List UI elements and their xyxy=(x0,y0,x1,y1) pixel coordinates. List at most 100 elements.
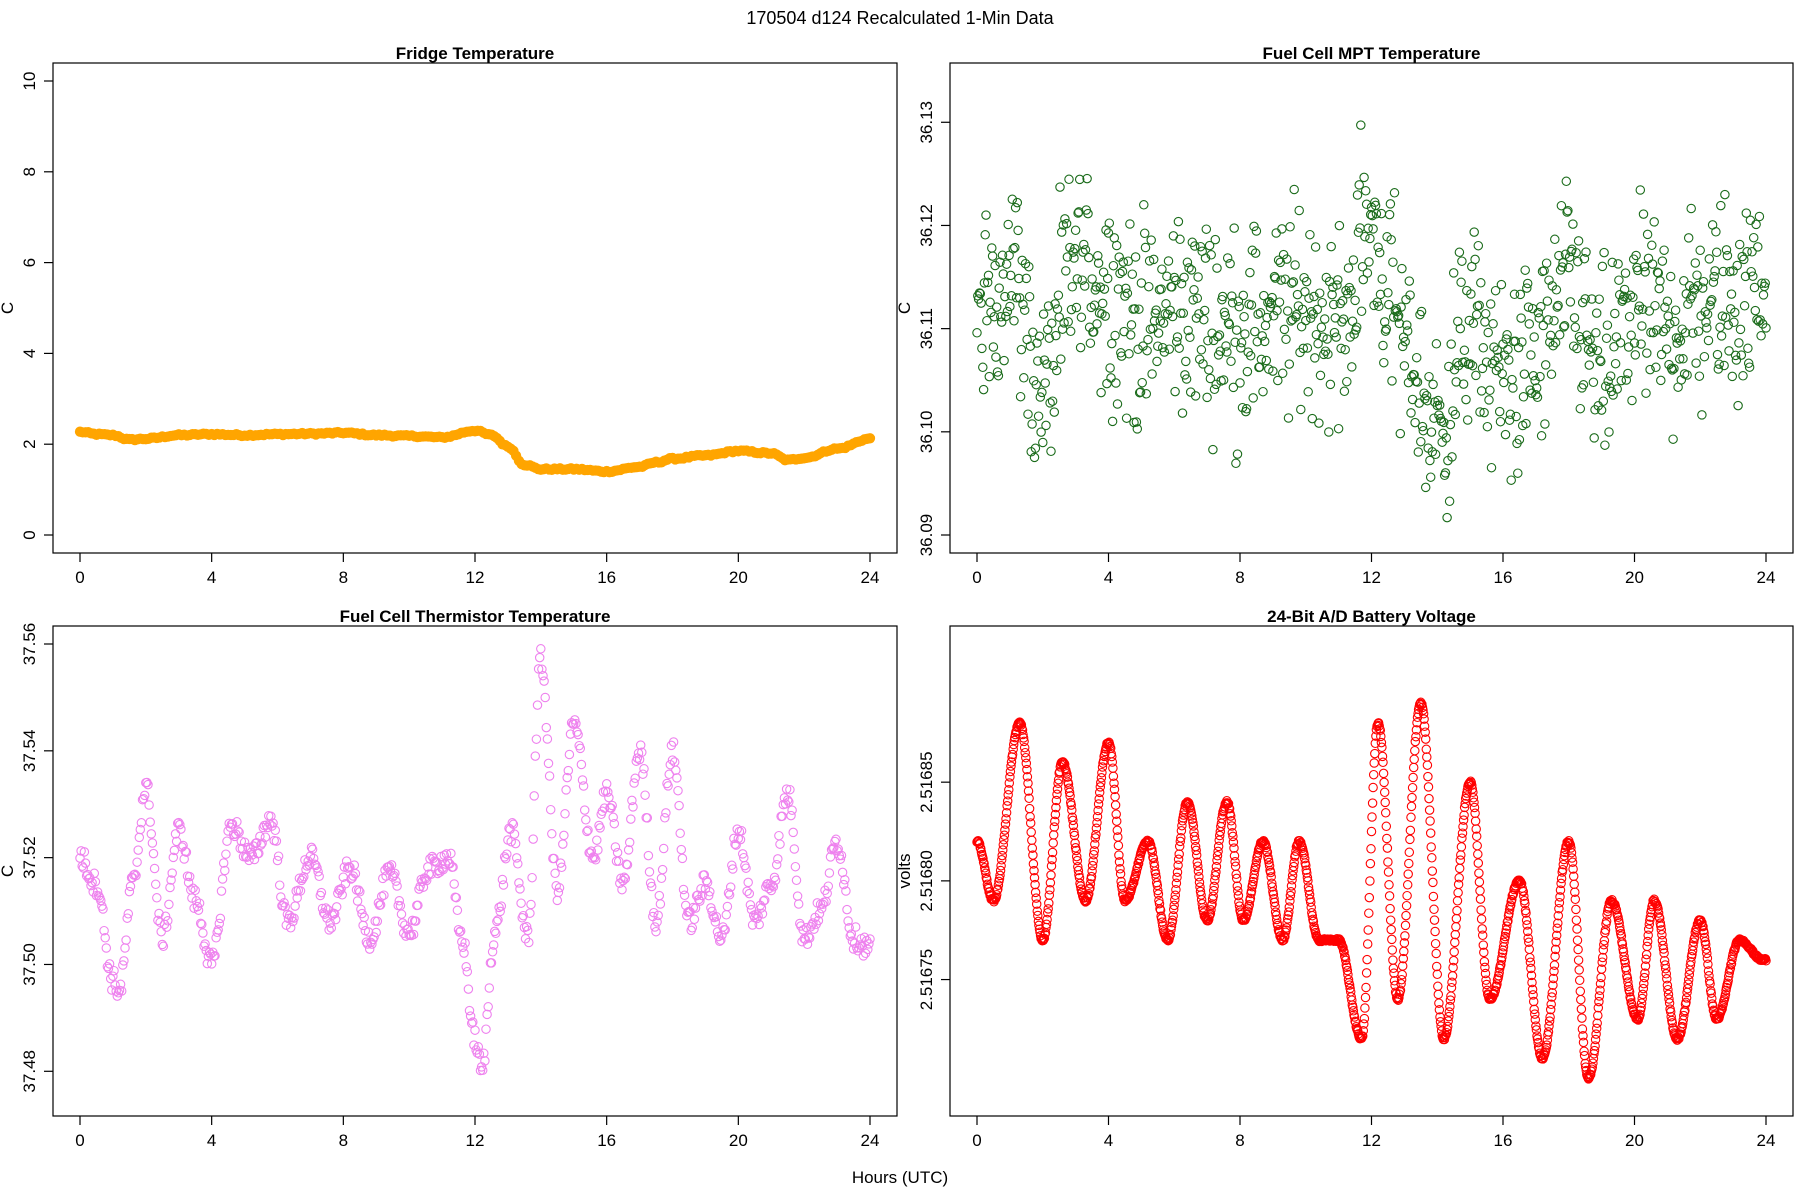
data-point xyxy=(1025,818,1036,828)
data-point xyxy=(588,852,599,862)
data-point xyxy=(166,875,176,885)
data-point xyxy=(1056,227,1067,237)
data-point xyxy=(701,875,712,886)
data-point xyxy=(1734,239,1745,250)
data-point xyxy=(1385,199,1396,209)
data-point xyxy=(1084,252,1094,263)
data-point xyxy=(1619,284,1630,295)
data-point xyxy=(1540,360,1551,370)
data-point xyxy=(1337,317,1347,327)
data-point xyxy=(130,869,140,880)
y-tick-label: 0 xyxy=(20,530,39,539)
data-point xyxy=(1034,331,1045,342)
data-point xyxy=(389,870,399,881)
data-point xyxy=(1652,267,1663,278)
data-point xyxy=(1424,371,1434,382)
data-point xyxy=(150,879,161,890)
data-point xyxy=(1342,376,1352,387)
data-point xyxy=(1385,903,1395,914)
data-point xyxy=(1440,468,1451,478)
data-point xyxy=(1137,377,1147,388)
data-point xyxy=(1599,247,1609,258)
data-point xyxy=(1377,274,1387,284)
data-point xyxy=(1372,297,1383,307)
data-point xyxy=(1751,219,1761,230)
data-point xyxy=(747,920,758,930)
data-point xyxy=(1111,378,1121,388)
data-point xyxy=(116,986,127,996)
data-point xyxy=(1528,371,1539,381)
data-point xyxy=(1179,272,1189,283)
data-point xyxy=(549,853,559,864)
data-point xyxy=(165,882,175,893)
data-point xyxy=(98,904,108,914)
data-point xyxy=(1190,241,1200,251)
data-point xyxy=(1067,282,1078,292)
data-point xyxy=(1247,245,1258,256)
data-point xyxy=(1731,355,1742,365)
y-tick-label: 37.52 xyxy=(20,836,39,879)
data-point xyxy=(608,812,618,823)
data-point xyxy=(1424,793,1434,804)
data-point xyxy=(1412,377,1423,387)
data-point xyxy=(1385,915,1396,925)
data-point xyxy=(1450,409,1461,420)
data-point xyxy=(1680,328,1691,338)
data-point xyxy=(1088,327,1099,337)
data-point xyxy=(1020,258,1031,269)
data-point xyxy=(480,1056,490,1066)
data-point xyxy=(1400,336,1410,347)
data-point xyxy=(210,951,220,961)
data-point xyxy=(1106,373,1116,383)
x-tick-label: 16 xyxy=(1494,1131,1513,1150)
data-point xyxy=(1050,299,1060,309)
data-point xyxy=(142,777,152,788)
data-point xyxy=(728,864,738,874)
data-point xyxy=(653,910,663,921)
data-point xyxy=(384,861,395,871)
data-point xyxy=(132,857,142,867)
data-point xyxy=(1744,362,1755,372)
data-point xyxy=(1260,320,1271,331)
data-point xyxy=(1120,291,1130,301)
data-point xyxy=(773,854,783,864)
x-tick-label: 8 xyxy=(1235,1131,1244,1150)
data-point xyxy=(1310,242,1321,252)
data-point xyxy=(1379,787,1390,798)
data-point xyxy=(1234,301,1244,312)
data-point xyxy=(657,864,668,875)
data-point xyxy=(391,876,401,886)
data-point xyxy=(1356,306,1367,317)
data-point xyxy=(1417,421,1428,432)
data-point xyxy=(1176,278,1187,289)
data-point xyxy=(974,288,985,298)
data-point xyxy=(1572,935,1583,946)
data-point xyxy=(1134,387,1145,398)
data-point xyxy=(1706,296,1716,307)
data-point xyxy=(473,1042,484,1052)
data-point xyxy=(1342,289,1353,299)
data-point xyxy=(1754,211,1765,222)
data-point xyxy=(1578,380,1589,390)
data-point xyxy=(1367,812,1377,822)
data-point xyxy=(90,876,101,887)
data-point xyxy=(270,825,281,836)
data-point xyxy=(1378,340,1388,351)
data-point xyxy=(1635,185,1646,195)
data-point xyxy=(1331,332,1341,342)
data-point xyxy=(1387,376,1397,386)
data-point xyxy=(1575,403,1586,414)
data-point xyxy=(1246,300,1257,310)
data-point xyxy=(484,983,495,993)
data-point xyxy=(157,939,168,950)
data-point xyxy=(405,929,416,940)
data-point xyxy=(1300,287,1310,297)
data-point xyxy=(161,922,172,932)
data-point xyxy=(1143,334,1153,345)
data-point xyxy=(1595,355,1605,365)
data-point xyxy=(1636,339,1646,349)
data-point xyxy=(1453,887,1463,898)
data-point xyxy=(1743,343,1753,354)
data-point xyxy=(256,840,266,850)
data-point xyxy=(1358,274,1369,285)
